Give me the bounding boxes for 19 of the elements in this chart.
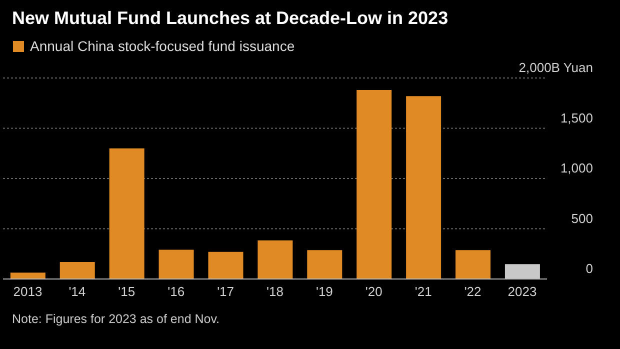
x-tick-label: '20 <box>365 284 382 300</box>
x-tick-label: '18 <box>266 284 284 300</box>
x-tick-label: '21 <box>414 284 432 300</box>
y-tick-label: 2,000B Yuan <box>518 60 593 75</box>
x-tick-label: 2023 <box>508 284 537 300</box>
x-tick-label: '16 <box>168 284 185 300</box>
x-tick-label: '14 <box>68 284 86 300</box>
y-tick-label: 500 <box>571 210 593 226</box>
x-tick-label: '15 <box>118 284 136 300</box>
y-tick-label: 0 <box>586 261 593 276</box>
x-tick-label: '22 <box>464 284 482 300</box>
y-tick-label: 1,000 <box>560 160 593 176</box>
y-tick-label: 1,500 <box>560 110 593 126</box>
legend-label: Annual China stock-focused fund issuance <box>29 38 296 54</box>
x-tick-label: 2013 <box>13 284 42 300</box>
text: Note: Figures for 2023 as of end Nov. <box>12 312 220 327</box>
chart-title: New Mutual Fund Launches at Decade-Low in 2023 <box>12 8 448 29</box>
x-tick-label: '19 <box>316 284 333 300</box>
x-tick-label: '17 <box>217 284 234 300</box>
